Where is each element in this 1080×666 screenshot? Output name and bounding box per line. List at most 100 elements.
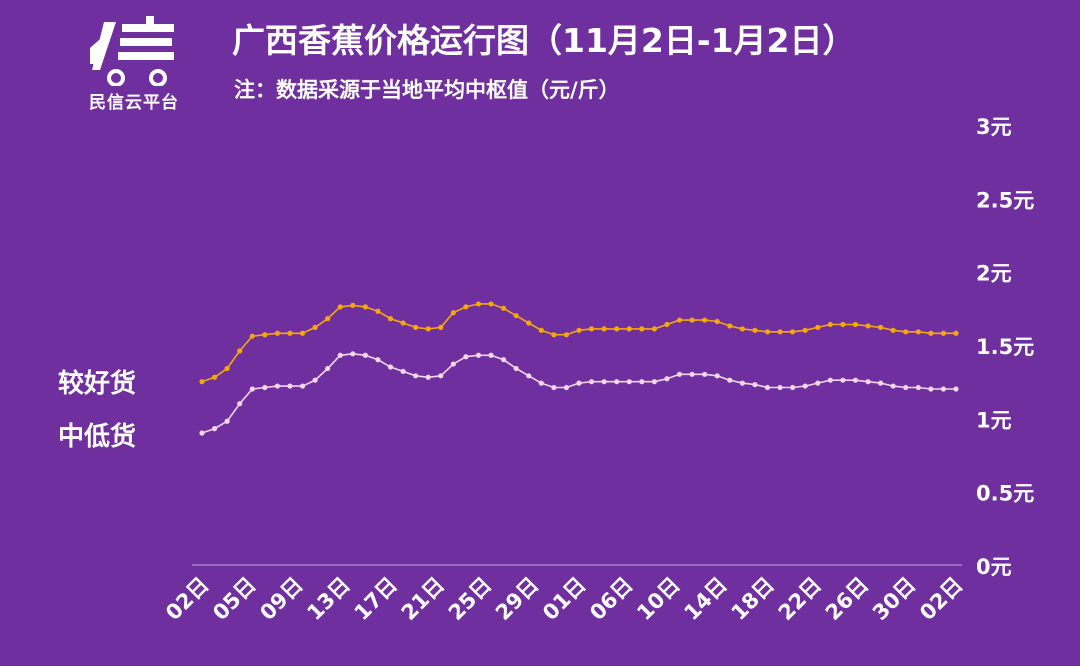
y-tick-label: 2.5元 — [976, 188, 1034, 212]
y-tick-label: 3元 — [976, 115, 1012, 139]
data-point — [211, 374, 218, 380]
page-subtitle: 注：数据采源于当地平均中枢值（元/斤） — [234, 78, 620, 102]
data-point — [639, 326, 645, 332]
data-point — [865, 379, 871, 385]
data-point — [425, 374, 431, 380]
data-point — [237, 401, 243, 407]
y-tick-label: 1.5元 — [976, 335, 1034, 359]
data-point — [702, 317, 708, 323]
data-point — [501, 305, 507, 311]
y-tick-label: 0.5元 — [976, 482, 1034, 506]
data-point — [312, 377, 318, 383]
x-tick-label: 14日 — [679, 573, 731, 625]
truck-icon — [90, 16, 174, 86]
data-point — [325, 316, 331, 322]
data-point — [362, 304, 368, 310]
data-point — [576, 380, 582, 386]
data-point — [940, 386, 947, 392]
data-point — [752, 382, 758, 388]
data-point — [928, 330, 934, 336]
data-point — [262, 384, 268, 391]
data-point — [651, 326, 658, 332]
x-tick-label: 01日 — [538, 573, 590, 625]
data-point — [890, 383, 896, 389]
data-point — [413, 324, 419, 330]
data-point — [387, 364, 394, 370]
data-point — [852, 377, 859, 383]
data-point — [262, 332, 268, 338]
data-point — [614, 326, 620, 332]
data-point — [689, 317, 695, 323]
data-point — [714, 373, 720, 379]
data-point — [903, 329, 909, 335]
data-point — [664, 321, 670, 328]
data-point — [727, 377, 733, 383]
data-point — [450, 361, 456, 367]
data-point — [915, 329, 921, 335]
data-point — [878, 324, 884, 330]
x-tick-label: 02日 — [915, 573, 967, 625]
data-point — [739, 326, 745, 332]
data-point — [702, 371, 708, 377]
data-point — [764, 384, 771, 391]
series-line-mid — [201, 352, 956, 434]
data-point — [350, 351, 356, 357]
data-point — [714, 318, 720, 325]
x-tick-label: 22日 — [774, 573, 826, 625]
data-point — [639, 379, 645, 385]
data-point — [375, 308, 381, 314]
data-point — [199, 379, 205, 385]
data-point — [752, 327, 758, 333]
data-point — [588, 326, 595, 332]
x-tick-label: 10日 — [632, 573, 684, 625]
series-label-good: 较好货 — [58, 369, 137, 399]
data-point — [588, 379, 595, 385]
data-point — [953, 330, 959, 336]
data-point — [274, 383, 280, 389]
x-tick-label: 29日 — [491, 573, 543, 625]
x-tick-label: 06日 — [585, 573, 637, 625]
x-tick-label: 21日 — [397, 573, 449, 625]
data-point — [488, 352, 494, 358]
data-point — [676, 317, 683, 323]
data-point — [475, 352, 482, 358]
data-point — [614, 379, 620, 385]
data-point — [563, 332, 570, 338]
x-tick-label: 05日 — [208, 573, 260, 625]
data-point — [903, 384, 909, 391]
y-tick-label: 0元 — [976, 555, 1012, 579]
data-point — [852, 321, 859, 328]
data-point — [551, 384, 557, 391]
data-point — [563, 384, 570, 391]
data-point — [287, 383, 293, 389]
data-point — [425, 326, 431, 332]
data-point — [400, 320, 406, 326]
data-point — [350, 302, 356, 308]
data-point — [375, 357, 381, 363]
data-point — [777, 384, 783, 391]
data-point — [676, 371, 683, 377]
data-point — [727, 323, 733, 329]
data-point — [501, 357, 507, 363]
data-point — [689, 371, 695, 377]
data-point — [840, 321, 846, 328]
data-point — [802, 383, 808, 389]
data-point — [626, 326, 632, 332]
data-point — [249, 386, 255, 392]
data-point — [513, 313, 519, 319]
data-point — [337, 352, 343, 358]
data-point — [815, 380, 821, 386]
data-point — [827, 321, 833, 328]
data-point — [739, 380, 745, 386]
data-point — [890, 327, 896, 333]
x-tick-label: 26日 — [821, 573, 873, 625]
data-point — [777, 329, 783, 335]
data-point — [237, 348, 243, 354]
data-point — [538, 380, 544, 386]
data-point — [475, 301, 482, 307]
data-point — [815, 324, 821, 330]
data-point — [626, 379, 632, 385]
data-point — [362, 352, 368, 358]
page-title: 广西香蕉价格运行图（11月2日-1月2日） — [232, 21, 856, 60]
